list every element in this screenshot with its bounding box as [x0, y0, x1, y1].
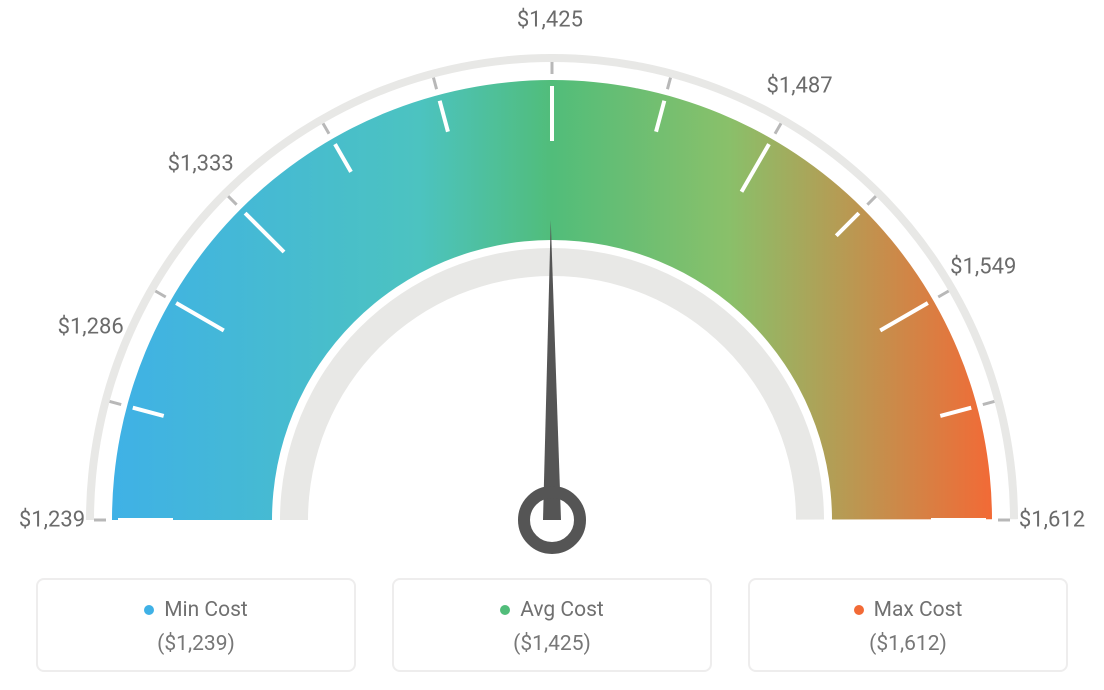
legend-row: Min Cost ($1,239) Avg Cost ($1,425) Max …: [0, 578, 1104, 672]
gauge-tick-label: $1,425: [517, 8, 583, 33]
cost-gauge: $1,239 $1,286 $1,333 $1,425 $1,487 $1,549 $1,6…: [0, 0, 1104, 560]
legend-value-avg: ($1,425): [404, 632, 700, 656]
legend-title-max: Max Cost: [874, 598, 963, 622]
legend-card-min: Min Cost ($1,239): [36, 578, 356, 672]
legend-value-min: ($1,239): [48, 632, 344, 656]
gauge-tick-label: $1,549: [950, 254, 1016, 279]
gauge-tick-label: $1,239: [19, 508, 85, 533]
gauge-tick-label: $1,286: [58, 315, 124, 340]
legend-dot-avg: [500, 605, 510, 615]
legend-dot-max: [854, 605, 864, 615]
legend-title-min: Min Cost: [164, 598, 248, 622]
legend-card-max: Max Cost ($1,612): [748, 578, 1068, 672]
gauge-tick-label: $1,487: [766, 73, 832, 98]
legend-dot-min: [144, 605, 154, 615]
legend-value-max: ($1,612): [760, 632, 1056, 656]
gauge-tick-label: $1,612: [1019, 508, 1085, 533]
legend-card-avg: Avg Cost ($1,425): [392, 578, 712, 672]
gauge-tick-label: $1,333: [168, 152, 234, 177]
gauge-svg: [0, 0, 1104, 560]
legend-title-avg: Avg Cost: [520, 598, 604, 622]
